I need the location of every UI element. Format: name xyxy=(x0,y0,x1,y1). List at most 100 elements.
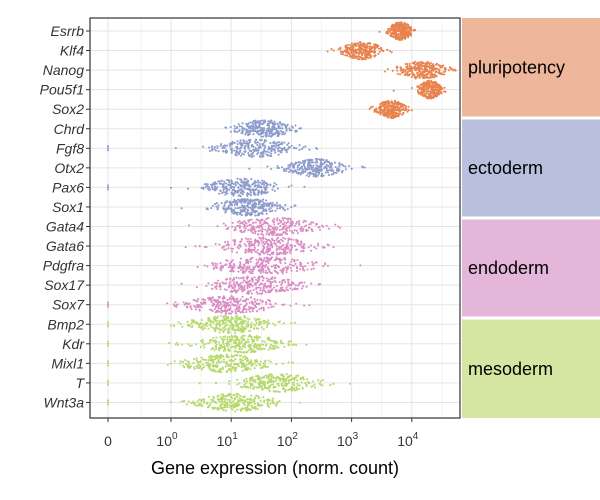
expression-point xyxy=(248,282,251,285)
expression-point xyxy=(220,202,223,205)
expression-point xyxy=(242,337,245,340)
expression-point xyxy=(245,237,248,240)
expression-point xyxy=(255,322,258,325)
expression-point xyxy=(213,203,217,206)
expression-point xyxy=(269,302,272,306)
expression-point xyxy=(398,112,401,115)
expression-point xyxy=(233,281,236,284)
expression-point xyxy=(229,312,232,315)
expression-point xyxy=(259,119,262,123)
expression-point xyxy=(269,360,272,363)
expression-point xyxy=(284,131,287,135)
expression-point xyxy=(295,266,298,269)
expression-point xyxy=(194,245,197,248)
expression-point xyxy=(202,324,205,328)
expression-point xyxy=(215,322,218,325)
expression-point xyxy=(241,206,244,209)
expression-point xyxy=(235,282,238,285)
expression-point xyxy=(390,31,393,35)
expression-point xyxy=(257,348,260,351)
expression-point xyxy=(261,181,264,185)
expression-point xyxy=(238,128,241,132)
expression-point xyxy=(267,319,270,322)
expression-point xyxy=(275,256,278,259)
expression-point xyxy=(282,252,285,255)
expression-point xyxy=(326,243,329,246)
expression-point xyxy=(417,91,420,94)
expression-point xyxy=(274,289,277,292)
expression-point xyxy=(216,262,219,266)
expression-point xyxy=(261,155,264,158)
expression-point xyxy=(257,192,260,195)
expression-point xyxy=(229,362,232,365)
expression-point xyxy=(424,68,427,72)
expression-point xyxy=(240,325,243,328)
expression-point xyxy=(206,187,210,190)
expression-point xyxy=(408,30,411,33)
expression-point xyxy=(182,364,185,367)
expression-point xyxy=(269,142,272,145)
expression-point xyxy=(435,94,439,97)
expression-point xyxy=(290,247,293,250)
expression-point xyxy=(223,186,226,189)
expression-point xyxy=(206,185,209,188)
expression-point xyxy=(287,280,290,283)
expression-point xyxy=(252,323,255,326)
expression-point xyxy=(256,375,259,378)
expression-point xyxy=(274,281,277,284)
expression-point xyxy=(429,76,432,79)
expression-point xyxy=(218,320,222,323)
expression-point xyxy=(200,301,203,304)
expression-point xyxy=(351,53,355,56)
expression-point xyxy=(236,362,239,365)
expression-point xyxy=(238,287,241,290)
expression-point xyxy=(278,246,281,249)
expression-point xyxy=(253,349,256,353)
expression-point xyxy=(188,362,191,365)
expression-point xyxy=(310,168,313,171)
expression-point xyxy=(269,210,272,213)
expression-point xyxy=(295,374,298,377)
expression-point xyxy=(254,265,257,268)
expression-point xyxy=(271,239,274,242)
expression-point xyxy=(212,303,215,306)
expression-point xyxy=(273,181,276,185)
expression-point xyxy=(278,281,281,284)
expression-point xyxy=(211,309,214,313)
expression-point xyxy=(211,355,214,358)
expression-point xyxy=(324,171,327,174)
expression-point xyxy=(290,282,293,286)
expression-point xyxy=(207,327,210,330)
expression-point xyxy=(405,28,408,31)
expression-point xyxy=(415,62,418,66)
expression-point xyxy=(327,165,330,168)
expression-point xyxy=(275,379,278,382)
expression-point xyxy=(293,321,296,324)
expression-point xyxy=(249,223,253,227)
expression-point xyxy=(302,161,305,164)
expression-point xyxy=(253,336,256,339)
expression-point xyxy=(344,168,347,171)
expression-point xyxy=(282,250,285,253)
expression-point xyxy=(248,127,251,130)
expression-point xyxy=(223,303,227,306)
expression-point xyxy=(240,288,243,291)
expression-point xyxy=(386,48,389,51)
expression-point xyxy=(286,251,289,254)
expression-point xyxy=(290,144,293,147)
expression-point xyxy=(256,265,260,269)
expression-point xyxy=(264,131,267,134)
expression-point xyxy=(272,383,275,386)
expression-point xyxy=(225,360,228,363)
expression-point xyxy=(267,359,270,362)
expression-point xyxy=(238,341,241,344)
expression-point xyxy=(216,225,219,228)
expression-point xyxy=(244,142,247,145)
expression-point xyxy=(214,242,217,246)
expression-point xyxy=(320,158,323,161)
expression-point xyxy=(318,382,321,385)
expression-point xyxy=(262,135,265,138)
expression-point xyxy=(364,45,368,49)
expression-point xyxy=(207,318,210,322)
expression-point xyxy=(260,326,263,329)
